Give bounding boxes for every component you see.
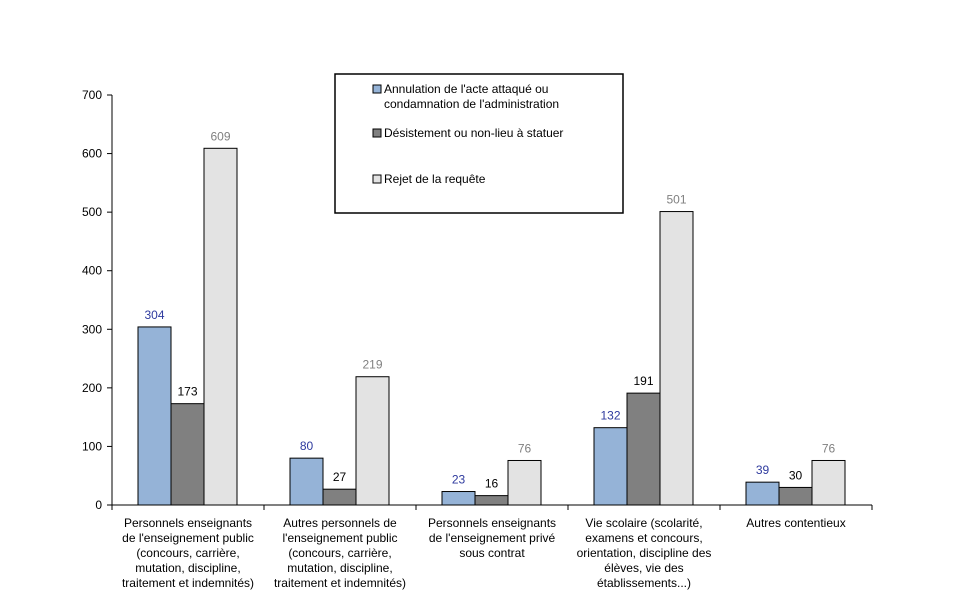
x-category-label: établissements...) — [597, 576, 691, 590]
x-category-label: Vie scolaire (scolarité, — [585, 516, 702, 530]
x-category-label: l'enseignement public — [282, 531, 397, 545]
x-category-label: Autres contentieux — [746, 516, 845, 530]
x-category-label: traitement et indemnités) — [122, 576, 254, 590]
data-label: 30 — [789, 468, 803, 482]
data-label: 191 — [633, 374, 653, 388]
y-tick-label: 500 — [82, 205, 102, 219]
bar — [745, 481, 780, 506]
x-category-label: de l'enseignement public — [122, 531, 254, 545]
bar — [778, 486, 813, 506]
x-category-label: (concours, carrière, — [288, 546, 391, 560]
bar — [811, 459, 846, 506]
bar — [474, 495, 509, 506]
bar — [289, 457, 324, 506]
data-label: 219 — [362, 358, 382, 372]
data-label: 304 — [144, 308, 164, 322]
bar — [659, 211, 694, 506]
legend-label: Rejet de la requête — [384, 172, 486, 186]
bar — [441, 491, 476, 506]
legend-box — [334, 73, 624, 214]
data-label: 80 — [300, 439, 314, 453]
bar — [137, 326, 172, 506]
y-tick-label: 400 — [82, 264, 102, 278]
x-category-label: traitement et indemnités) — [274, 576, 406, 590]
y-tick-label: 200 — [82, 381, 102, 395]
legend-label: Désistement ou non-lieu à statuer — [384, 126, 563, 140]
y-tick-label: 600 — [82, 147, 102, 161]
data-label: 173 — [177, 385, 197, 399]
x-category-label: Personnels enseignants — [428, 516, 556, 530]
data-label: 27 — [333, 470, 347, 484]
x-category-label: mutation, discipline, — [287, 561, 392, 575]
data-label: 501 — [666, 193, 686, 207]
x-category-label: orientation, discipline des — [577, 546, 712, 560]
x-category-label: sous contrat — [459, 546, 525, 560]
x-category-label: examens et concours, — [585, 531, 702, 545]
data-label: 132 — [600, 409, 620, 423]
data-label: 76 — [822, 441, 836, 455]
data-label: 39 — [756, 463, 770, 477]
legend-swatch — [372, 84, 382, 94]
y-tick-label: 0 — [95, 498, 102, 512]
y-tick-label: 300 — [82, 322, 102, 336]
data-label: 16 — [485, 477, 499, 491]
x-category-label: Autres personnels de — [283, 516, 397, 530]
data-label: 76 — [518, 441, 532, 455]
legend-swatch — [372, 174, 382, 184]
data-label: 23 — [452, 473, 466, 487]
x-category-label: de l'enseignement privé — [429, 531, 556, 545]
x-category-label: mutation, discipline, — [135, 561, 240, 575]
bar — [626, 392, 661, 506]
bar — [170, 403, 205, 506]
bar — [507, 459, 542, 506]
y-tick-label: 700 — [82, 88, 102, 102]
bar — [593, 427, 628, 506]
bar — [355, 376, 390, 506]
y-tick-label: 100 — [82, 439, 102, 453]
legend-label: condamnation de l'administration — [384, 97, 559, 111]
data-label: 609 — [210, 129, 230, 143]
bar — [203, 147, 238, 506]
x-category-label: élèves, vie des — [604, 561, 683, 575]
bar — [322, 488, 357, 506]
x-category-label: Personnels enseignants — [124, 516, 252, 530]
legend-label: Annulation de l'acte attaqué ou — [384, 82, 548, 96]
x-category-label: (concours, carrière, — [136, 546, 239, 560]
legend-swatch — [372, 128, 382, 138]
